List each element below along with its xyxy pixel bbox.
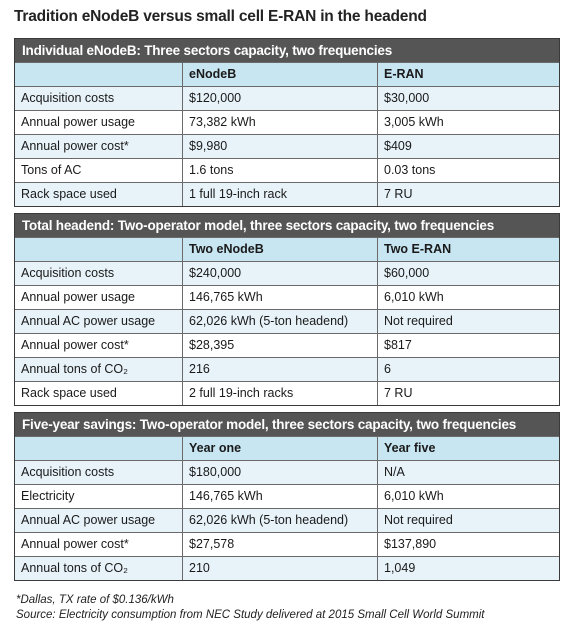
table-cell: $137,890 (384, 537, 437, 551)
table-row: Annual tons of CO₂ 210 1,049 (15, 556, 559, 580)
table-row: Annual power cost* $9,980 $409 (15, 134, 559, 158)
table-row: Annual power usage 73,382 kWh 3,005 kWh (15, 110, 559, 134)
table-cell: 1,049 (384, 561, 416, 575)
table-row: Annual power usage 146,765 kWh 6,010 kWh (15, 285, 559, 309)
table-cell: 6,010 kWh (384, 489, 444, 503)
row-label: Acquisition costs (15, 262, 183, 285)
table-cell: 1.6 tons (183, 159, 378, 182)
page-title: Tradition eNodeB versus small cell E-RAN… (14, 8, 427, 25)
column-header (15, 437, 183, 460)
column-header: Two eNodeB (183, 238, 378, 261)
table-cell: 1 full 19-inch rack (183, 183, 378, 206)
table-cell: $28,395 (183, 334, 378, 357)
row-label: Rack space used (15, 183, 183, 206)
row-label: Annual power cost* (15, 334, 183, 357)
column-header: Two E-RAN (384, 242, 452, 256)
section-heading: Individual eNodeB: Three sectors capacit… (15, 39, 559, 62)
section-heading: Total headend: Two-operator model, three… (15, 214, 559, 237)
table-cell: $9,980 (183, 135, 378, 158)
column-header: Year five (384, 441, 436, 455)
row-label: Acquisition costs (15, 87, 183, 110)
column-header (15, 63, 183, 86)
table-row: Annual tons of CO₂ 216 6 (15, 357, 559, 381)
table-cell: 62,026 kWh (5-ton headend) (183, 310, 378, 333)
table-cell: $409 (384, 139, 412, 153)
table-cell: $120,000 (183, 87, 378, 110)
row-label: Annual tons of CO₂ (15, 358, 183, 381)
table-row: Acquisition costs $120,000 $30,000 (15, 86, 559, 110)
five-year-savings-table: Five-year savings: Two-operator model, t… (14, 412, 560, 581)
table-row: Rack space used 1 full 19-inch rack 7 RU (15, 182, 559, 206)
table-row: Rack space used 2 full 19-inch racks 7 R… (15, 381, 559, 405)
row-label: Annual power usage (15, 286, 183, 309)
column-header-row: eNodeB E-RAN (15, 62, 559, 86)
table-row: Annual power cost* $27,578 $137,890 (15, 532, 559, 556)
table-cell: 146,765 kWh (183, 286, 378, 309)
row-label: Annual power usage (15, 111, 183, 134)
row-label: Rack space used (15, 382, 183, 405)
table-row: Tons of AC 1.6 tons 0.03 tons (15, 158, 559, 182)
table-row: Annual power cost* $28,395 $817 (15, 333, 559, 357)
section-heading: Five-year savings: Two-operator model, t… (15, 413, 559, 436)
table-cell: 7 RU (384, 187, 413, 201)
table-cell: 216 (183, 358, 378, 381)
table-cell: 2 full 19-inch racks (183, 382, 378, 405)
table-cell: 210 (183, 557, 378, 580)
table-cell: 7 RU (384, 386, 413, 400)
table-cell: Not required (384, 314, 453, 328)
table-row: Electricity 146,765 kWh 6,010 kWh (15, 484, 559, 508)
row-label: Annual AC power usage (15, 509, 183, 532)
column-header-row: Year one Year five (15, 436, 559, 460)
table-cell: $27,578 (183, 533, 378, 556)
total-headend-table: Total headend: Two-operator model, three… (14, 213, 560, 406)
table-cell: N/A (384, 465, 405, 479)
row-label: Annual power cost* (15, 533, 183, 556)
table-cell: 73,382 kWh (183, 111, 378, 134)
row-label: Annual AC power usage (15, 310, 183, 333)
table-cell: $60,000 (384, 266, 430, 280)
table-cell: 3,005 kWh (384, 115, 444, 129)
table-cell: $817 (384, 338, 412, 352)
table-cell: $30,000 (384, 91, 430, 105)
table-row: Annual AC power usage 62,026 kWh (5-ton … (15, 309, 559, 333)
row-label: Tons of AC (15, 159, 183, 182)
row-label: Annual power cost* (15, 135, 183, 158)
table-cell: 6 (384, 362, 391, 376)
footnotes: *Dallas, TX rate of $0.136/kWh Source: E… (16, 593, 562, 623)
footnote-source: Source: Electricity consumption from NEC… (16, 609, 485, 621)
table-cell: 6,010 kWh (384, 290, 444, 304)
table-cell: Not required (384, 513, 453, 527)
column-header: E-RAN (384, 67, 424, 81)
row-label: Annual tons of CO₂ (15, 557, 183, 580)
table-row: Acquisition costs $240,000 $60,000 (15, 261, 559, 285)
footnote-rate: *Dallas, TX rate of $0.136/kWh (16, 594, 174, 606)
column-header: Year one (183, 437, 378, 460)
table-cell: 62,026 kWh (5-ton headend) (183, 509, 378, 532)
table-row: Annual AC power usage 62,026 kWh (5-ton … (15, 508, 559, 532)
table-cell: $180,000 (183, 461, 378, 484)
table-row: Acquisition costs $180,000 N/A (15, 460, 559, 484)
table-cell: 0.03 tons (384, 163, 436, 177)
column-header: eNodeB (183, 63, 378, 86)
column-header (15, 238, 183, 261)
row-label: Acquisition costs (15, 461, 183, 484)
individual-enodeb-table: Individual eNodeB: Three sectors capacit… (14, 38, 560, 207)
column-header-row: Two eNodeB Two E-RAN (15, 237, 559, 261)
table-cell: $240,000 (183, 262, 378, 285)
table-cell: 146,765 kWh (183, 485, 378, 508)
row-label: Electricity (15, 485, 183, 508)
